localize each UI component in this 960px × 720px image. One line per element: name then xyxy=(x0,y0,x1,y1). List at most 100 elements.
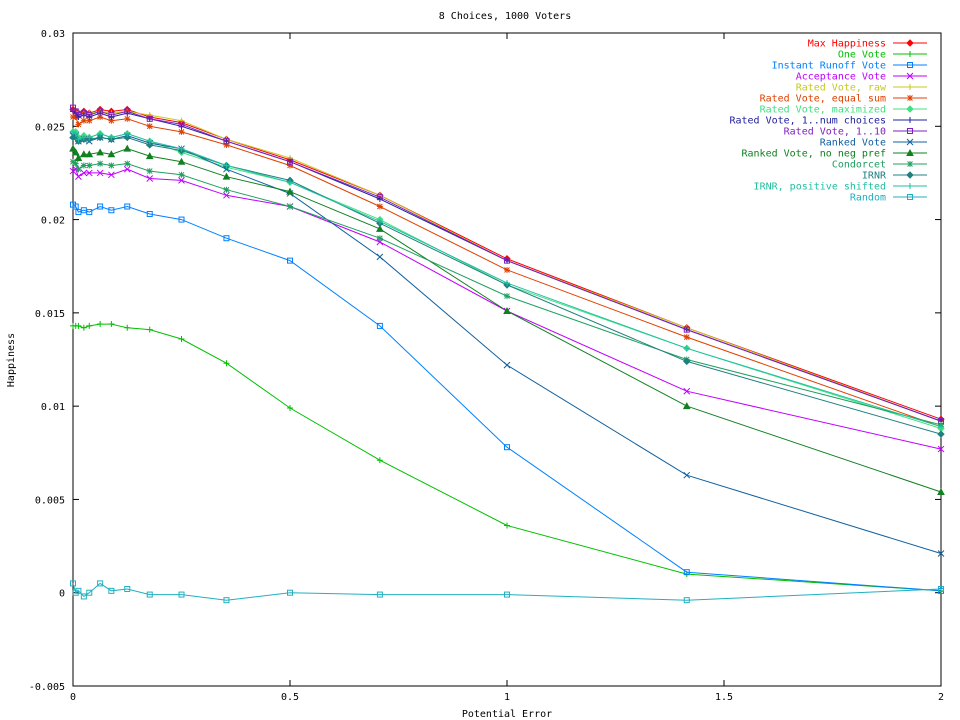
series-line xyxy=(72,131,942,428)
legend-label: One Vote xyxy=(838,50,886,61)
series-14 xyxy=(70,580,944,604)
legend-swatch-marker xyxy=(907,62,913,68)
legend-swatch-marker xyxy=(906,148,914,156)
data-point xyxy=(124,160,131,167)
legend-label: Ranked Vote, no neg pref xyxy=(742,149,887,160)
legend-swatch-marker xyxy=(906,72,914,80)
data-point xyxy=(75,136,82,143)
data-point xyxy=(937,430,945,438)
legend-label: Rated Vote, raw xyxy=(796,83,887,94)
data-point xyxy=(223,141,230,148)
series-line xyxy=(72,168,942,450)
data-point xyxy=(178,591,185,598)
x-tick-label: 2 xyxy=(938,692,944,703)
legend-label: Acceptance Vote xyxy=(796,72,886,83)
legend-label: Instant Runoff Vote xyxy=(772,61,886,72)
data-point xyxy=(376,457,383,464)
data-point xyxy=(683,569,690,576)
legend-label: IRNR xyxy=(862,171,887,182)
data-point xyxy=(178,117,185,124)
legend-item: Rated Vote, raw xyxy=(796,83,927,94)
data-point xyxy=(96,148,104,156)
y-tick-label: 0.025 xyxy=(35,122,65,133)
data-point xyxy=(683,357,691,366)
data-point xyxy=(937,550,945,557)
legend-swatch-marker xyxy=(906,39,914,47)
data-point xyxy=(80,134,87,141)
legend-item: Ranked Vote, no neg pref xyxy=(742,148,927,160)
data-point xyxy=(937,445,945,453)
legend-swatch-marker xyxy=(906,138,914,146)
data-point xyxy=(108,207,115,214)
data-point xyxy=(146,138,153,145)
legend-label: IRNR, positive shifted xyxy=(754,182,886,193)
data-point xyxy=(75,322,82,329)
series-5 xyxy=(70,113,944,430)
data-point xyxy=(86,322,93,329)
data-point xyxy=(145,152,154,160)
legend-item: Acceptance Vote xyxy=(796,72,927,83)
data-point xyxy=(86,209,93,216)
legend-swatch-marker xyxy=(906,105,914,113)
data-point xyxy=(86,112,93,119)
data-point xyxy=(287,162,293,169)
data-point xyxy=(178,335,185,342)
data-point xyxy=(70,158,76,165)
data-point xyxy=(222,172,231,180)
axis-ticks: 0 0.5 1 1.5 2 -0.005 0 0.005 0.01 0.015 0.02 0.025 0… xyxy=(29,29,944,703)
data-point xyxy=(70,580,76,587)
data-point xyxy=(107,150,116,158)
data-point xyxy=(683,471,691,479)
data-point xyxy=(108,171,115,179)
series-1 xyxy=(70,321,944,594)
legend-swatch-marker xyxy=(907,161,913,167)
data-point xyxy=(504,280,510,287)
data-point xyxy=(146,175,154,182)
data-point xyxy=(108,162,115,169)
x-tick-label: 1.5 xyxy=(715,692,733,703)
legend-item: Rated Vote, equal sum xyxy=(760,94,927,105)
data-point xyxy=(504,444,510,451)
data-point xyxy=(376,194,383,201)
data-point xyxy=(72,160,79,167)
data-point xyxy=(123,144,132,152)
data-point xyxy=(80,169,88,177)
series-layer xyxy=(69,104,945,604)
series-line xyxy=(73,323,942,592)
legend-label: Rated Vote, equal sum xyxy=(760,94,886,105)
data-point xyxy=(72,130,79,137)
data-point xyxy=(146,210,153,217)
data-point xyxy=(97,113,104,120)
data-point xyxy=(376,224,384,232)
data-point xyxy=(376,235,383,242)
legend-swatch-marker xyxy=(907,51,913,57)
series-8 xyxy=(70,104,944,425)
legend-swatch-marker xyxy=(907,128,913,134)
data-point xyxy=(146,141,154,149)
data-point xyxy=(286,187,294,195)
data-point xyxy=(146,326,153,333)
data-point xyxy=(682,402,691,410)
data-point xyxy=(86,162,93,169)
data-point xyxy=(86,134,93,141)
data-point xyxy=(75,173,82,181)
data-point xyxy=(74,153,83,162)
data-point xyxy=(376,591,383,598)
data-point xyxy=(85,150,94,158)
data-point xyxy=(178,177,185,184)
data-point xyxy=(108,321,115,328)
data-point xyxy=(683,345,690,352)
data-point xyxy=(108,134,115,141)
data-point xyxy=(287,203,293,210)
data-point xyxy=(108,112,115,119)
data-point xyxy=(937,487,945,495)
data-point xyxy=(503,361,511,369)
data-point xyxy=(376,322,383,329)
x-tick-label: 0.5 xyxy=(281,692,299,703)
data-point xyxy=(504,293,510,300)
series-2 xyxy=(70,201,944,594)
data-point xyxy=(96,133,104,142)
legend-swatch-marker xyxy=(907,194,913,200)
data-point xyxy=(223,235,230,242)
